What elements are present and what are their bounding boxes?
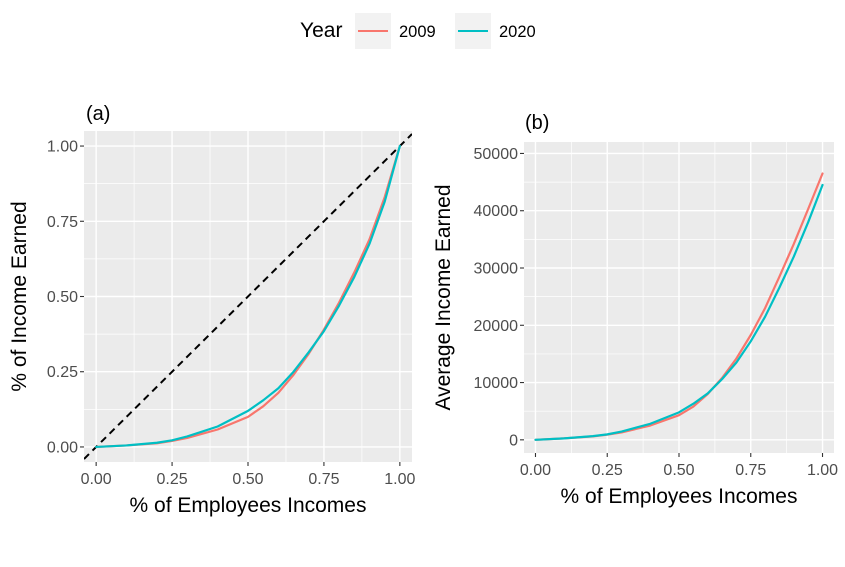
legend-item-2020: 2020 [455, 13, 536, 49]
panel-b-x-tick-label: 0.25 [592, 462, 623, 479]
legend-item-2009: 2009 [355, 13, 436, 49]
legend-label-2009: 2009 [399, 23, 436, 41]
panel-a-y-axis-title: % of Income Earned [8, 201, 31, 391]
legend: Year 2009 2020 [300, 13, 536, 49]
panel-b-plot-area [534, 172, 824, 441]
panel-a-x-tick-label: 1.00 [384, 471, 415, 488]
panel-a-y-tick-label: 0.75 [47, 214, 78, 231]
panel-b-y-tick-label: 50000 [474, 146, 519, 163]
panel-a-x-tick-label: 0.25 [157, 471, 188, 488]
panel-b-x-tick-label: 0.50 [663, 462, 694, 479]
panel-a-y-tick-label: 0.50 [47, 289, 78, 306]
panel-a-x-tick-label: 0.00 [81, 471, 112, 488]
panel-a-plot-area [84, 133, 412, 460]
panel-a-y-tick-label: 1.00 [47, 139, 78, 156]
panel-a: 0.00 0.25 0.50 0.75 1.00 0.00 0.25 0.50 0.75 1.00… [8, 103, 416, 517]
panel-b-series-2020-line [534, 183, 824, 441]
panel-a-x-tick-label: 0.50 [232, 471, 263, 488]
panel-b-y-tick-label: 10000 [474, 375, 519, 392]
panel-b-x-tick-label: 0.75 [735, 462, 766, 479]
panel-b-y-axis-title: Average Income Earned [432, 184, 455, 410]
panel-b-y-tick-label: 20000 [474, 318, 519, 335]
panel-a-x-tick-label: 0.75 [308, 471, 339, 488]
panel-a-tag: (a) [86, 103, 110, 125]
legend-label-2020: 2020 [499, 23, 536, 41]
panel-a-y-tick-label: 0.00 [47, 439, 78, 456]
panel-a-series-2020-line [95, 144, 401, 449]
panel-a-y-tick-label: 0.25 [47, 364, 78, 381]
panel-b-x-tick-label: 0.00 [520, 462, 551, 479]
panel-b: 0.00 0.25 0.50 0.75 1.00 0 10000 20000 30000 4000… [432, 112, 838, 508]
panel-b-tag: (b) [525, 112, 549, 134]
panel-b-y-tick-label: 40000 [474, 203, 519, 220]
legend-title: Year [300, 19, 342, 42]
panel-b-y-tick-label: 30000 [474, 261, 519, 278]
panel-b-x-axis-title: % of Employees Incomes [561, 485, 798, 508]
panel-a-equality-line [84, 133, 412, 460]
panel-a-x-axis-title: % of Employees Incomes [130, 494, 367, 517]
panel-b-x-tick-label: 1.00 [807, 462, 838, 479]
panel-b-y-tick-label: 0 [509, 432, 518, 449]
